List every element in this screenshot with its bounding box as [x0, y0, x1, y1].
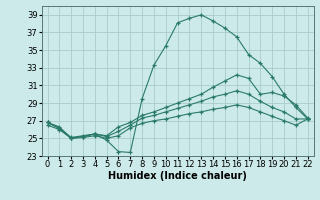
X-axis label: Humidex (Indice chaleur): Humidex (Indice chaleur): [108, 171, 247, 181]
